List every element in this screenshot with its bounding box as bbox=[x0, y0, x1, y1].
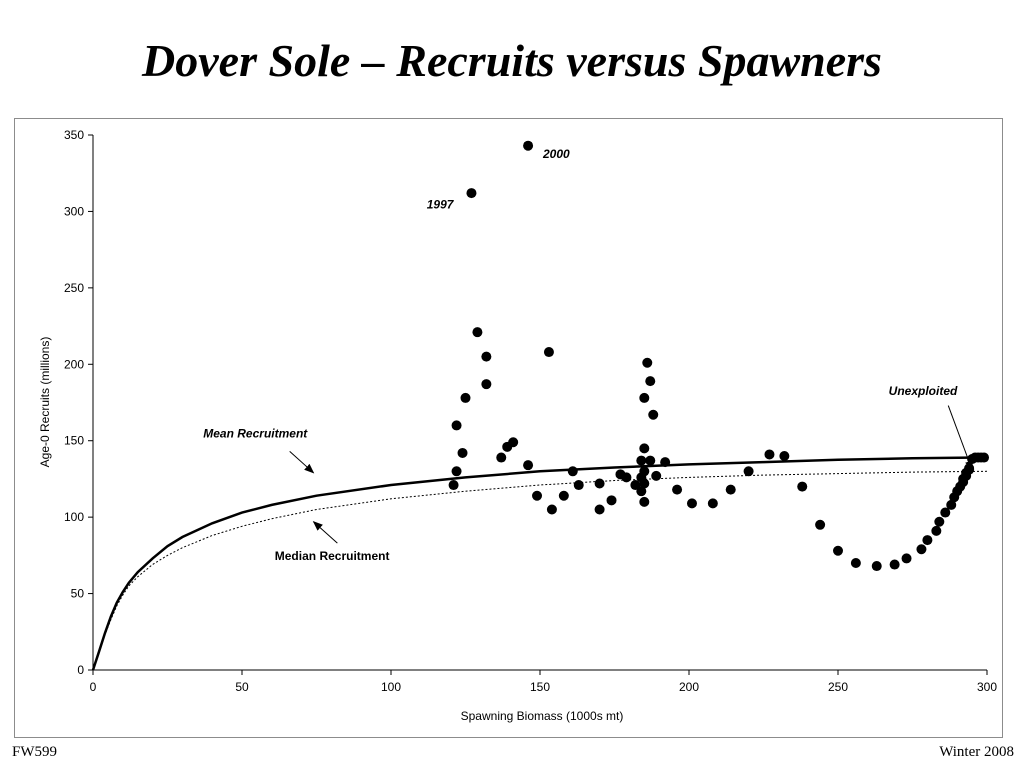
y-tick-label: 250 bbox=[64, 281, 84, 295]
data-point bbox=[567, 466, 578, 477]
chart-points bbox=[448, 140, 990, 572]
y-tick-label: 200 bbox=[64, 357, 84, 371]
data-point bbox=[496, 452, 507, 463]
data-point bbox=[546, 504, 557, 515]
median-recruitment-line bbox=[92, 470, 988, 671]
data-point bbox=[481, 351, 492, 362]
data-point bbox=[508, 437, 519, 448]
y-tick-label: 100 bbox=[64, 510, 84, 524]
data-point bbox=[850, 558, 861, 568]
data-point bbox=[946, 499, 957, 510]
data-point bbox=[594, 478, 605, 489]
x-tick-label: 200 bbox=[679, 680, 699, 694]
data-point bbox=[481, 379, 492, 390]
annotation-arrow bbox=[947, 405, 973, 471]
data-point bbox=[594, 504, 605, 515]
data-point bbox=[448, 480, 459, 491]
y-tick-label: 300 bbox=[64, 204, 84, 218]
y-tick-label: 50 bbox=[71, 587, 85, 601]
data-point bbox=[523, 460, 534, 471]
x-tick-label: 250 bbox=[828, 680, 848, 694]
x-tick-label: 100 bbox=[381, 680, 401, 694]
data-point bbox=[466, 188, 477, 199]
data-point bbox=[871, 561, 882, 572]
y-tick-label: 150 bbox=[64, 434, 84, 448]
data-point bbox=[889, 559, 900, 570]
y-tick-label: 350 bbox=[64, 128, 84, 142]
data-point bbox=[645, 455, 656, 466]
data-point bbox=[779, 451, 790, 461]
x-tick-label: 150 bbox=[530, 680, 550, 694]
data-point bbox=[797, 481, 808, 492]
data-point bbox=[922, 535, 933, 546]
data-point bbox=[639, 443, 650, 454]
data-point bbox=[660, 457, 671, 468]
x-axis-label: Spawning Biomass (1000s mt) bbox=[461, 709, 624, 723]
data-point bbox=[916, 544, 927, 555]
data-point bbox=[639, 466, 650, 477]
data-point bbox=[543, 347, 554, 358]
data-point bbox=[764, 449, 775, 460]
annotation-label: Median Recruitment bbox=[275, 549, 390, 563]
data-point bbox=[642, 357, 653, 368]
data-point bbox=[636, 455, 647, 466]
annotation-label: 2000 bbox=[542, 147, 570, 161]
data-point bbox=[940, 507, 951, 518]
data-point bbox=[532, 490, 543, 501]
data-point bbox=[606, 495, 617, 506]
data-point bbox=[815, 519, 826, 530]
data-point bbox=[460, 392, 471, 403]
data-point bbox=[931, 525, 942, 536]
annotation-label: 1997 bbox=[427, 197, 455, 211]
y-tick-label: 0 bbox=[77, 663, 84, 677]
data-point bbox=[934, 516, 945, 527]
data-point bbox=[686, 498, 697, 509]
data-point bbox=[901, 553, 912, 564]
data-point bbox=[651, 470, 662, 481]
data-point bbox=[621, 472, 632, 483]
annotation-label: Mean Recruitment bbox=[203, 427, 308, 441]
data-point bbox=[472, 327, 483, 338]
data-point bbox=[725, 484, 736, 495]
chart-curves bbox=[91, 456, 988, 671]
x-tick-label: 300 bbox=[977, 680, 997, 694]
data-point bbox=[639, 392, 650, 403]
chart-axes: 0 50 100 150 200 250 300 0 50 100 150 200 250 300 350 bbox=[64, 128, 997, 694]
footer-term: Winter 2008 bbox=[939, 744, 1014, 760]
mean-recruitment-line bbox=[91, 456, 982, 671]
slide-title: Dover Sole – Recruits versus Spawners bbox=[142, 35, 882, 86]
data-point bbox=[451, 466, 462, 477]
data-point bbox=[639, 478, 650, 489]
data-point bbox=[979, 452, 990, 463]
data-point bbox=[672, 484, 683, 495]
data-point bbox=[639, 496, 650, 507]
chart-annotations: 2000 1997 Unexploited Mean Recruitment Media… bbox=[203, 147, 973, 563]
data-point bbox=[707, 498, 718, 509]
data-point bbox=[523, 140, 534, 151]
scatter-chart: 0 50 100 150 200 250 300050100150200250300350 … bbox=[38, 128, 997, 723]
data-point bbox=[636, 486, 647, 497]
data-point bbox=[573, 480, 584, 491]
footer-course-code: FW599 bbox=[12, 744, 57, 760]
data-point bbox=[833, 545, 843, 556]
data-point bbox=[743, 466, 754, 477]
x-tick-label: 0 bbox=[90, 680, 97, 694]
data-point bbox=[630, 480, 641, 491]
annotation-arrow bbox=[289, 451, 315, 474]
annotation-label: Unexploited bbox=[889, 384, 958, 398]
data-point bbox=[645, 376, 656, 387]
data-point bbox=[964, 463, 975, 474]
x-tick-label: 50 bbox=[235, 680, 249, 694]
data-point bbox=[457, 447, 468, 458]
data-point bbox=[648, 409, 659, 420]
y-axis-label: Age-0 Recruits (millions) bbox=[38, 337, 52, 468]
annotation-arrow bbox=[312, 521, 338, 544]
data-point bbox=[558, 490, 569, 501]
data-point bbox=[451, 420, 462, 431]
chart-frame: 0 50 100 150 200 250 300 0 50 100 150 200 250 300 350 … bbox=[14, 118, 1003, 738]
